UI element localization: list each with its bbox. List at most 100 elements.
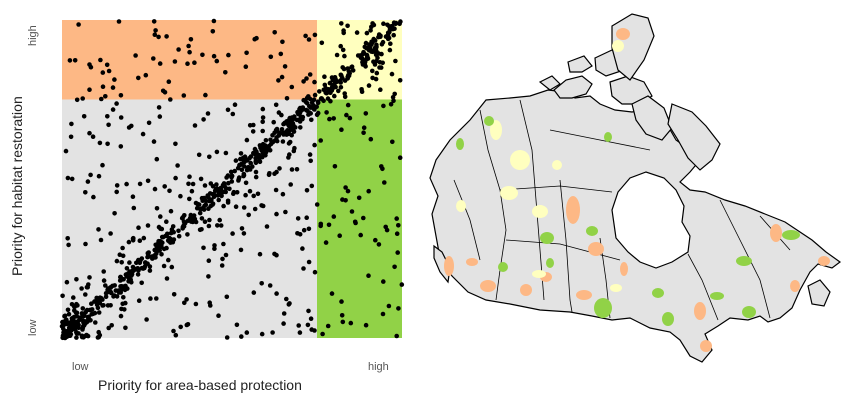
scatter-point (394, 333, 400, 339)
map-patch-high-restoration (576, 290, 592, 300)
scatter-point (108, 285, 113, 290)
scatter-point (315, 99, 321, 104)
arctic-island (631, 95, 673, 141)
scatter-point (391, 32, 397, 38)
scatter-point (101, 278, 107, 283)
scatter-point (234, 190, 240, 195)
scatter-point (236, 177, 241, 182)
scatter-point (241, 231, 247, 236)
scatter-point (298, 125, 303, 130)
scatter-point (221, 241, 226, 247)
scatter-point (96, 310, 102, 315)
scatter-point (223, 186, 229, 191)
scatter-point (176, 47, 181, 52)
scatter-point (219, 263, 225, 268)
scatter-point (239, 334, 244, 339)
scatter-point (376, 34, 381, 40)
scatter-point (259, 281, 265, 286)
scatter-point (144, 317, 149, 322)
arctic-island (553, 75, 593, 99)
scatter-point (189, 214, 195, 220)
scatter-point (297, 330, 303, 335)
scatter-point (164, 34, 169, 39)
scatter-point (169, 264, 175, 270)
scatter-point (322, 74, 327, 79)
scatter-point (181, 223, 187, 228)
scatter-point (381, 103, 386, 109)
scatter-point (118, 313, 124, 319)
scatter-point (86, 315, 91, 321)
map-patch-high-protection (736, 256, 752, 266)
scatter-point (199, 216, 205, 221)
scatter-point (212, 246, 217, 251)
map-patch-high-restoration (444, 256, 454, 276)
scatter-point (98, 295, 104, 301)
scatter-point (382, 180, 387, 185)
scatter-point (156, 105, 162, 110)
scatter-point (80, 96, 85, 101)
map-patch-high-restoration (466, 258, 478, 266)
map-patch-high-both (610, 284, 622, 292)
scatter-point (329, 291, 335, 296)
scatter-point (354, 30, 360, 35)
scatter-point (281, 311, 287, 316)
scatter-point (333, 79, 339, 85)
scatter-point (312, 142, 317, 148)
map-patch-high-both (552, 160, 562, 170)
scatter-point (214, 182, 219, 187)
scatter-point (147, 264, 153, 269)
scatter-point (393, 58, 398, 64)
scatter-point (241, 205, 247, 210)
scatter-point (181, 93, 187, 98)
scatter-point (83, 292, 88, 297)
scatter-point (103, 283, 108, 288)
scatter-point (203, 202, 209, 207)
scatter-point (118, 93, 124, 98)
scatter-point (170, 224, 176, 229)
scatter-point (154, 296, 159, 301)
scatter-point (147, 268, 153, 273)
scatter-point (385, 30, 391, 35)
scatter-point (361, 125, 367, 130)
scatter-point (81, 312, 86, 317)
scatter-point (232, 102, 238, 107)
scatter-point (394, 216, 400, 221)
scatter-point (327, 116, 332, 122)
scatter-point (118, 144, 124, 149)
scatter-point (390, 95, 396, 100)
scatter-point (98, 57, 103, 63)
scatter-point (324, 90, 329, 96)
scatter-point (202, 219, 208, 224)
scatter-point (126, 239, 132, 245)
scatter-point (129, 268, 135, 274)
scatter-point (276, 110, 282, 115)
scatter-point (259, 331, 265, 337)
scatter-point (229, 173, 235, 179)
map-patch-high-both (490, 120, 502, 140)
scatter-point (314, 202, 320, 207)
scatter-point (160, 234, 166, 240)
scatter-point (141, 235, 147, 241)
scatter-point (223, 252, 229, 258)
scatter-point (152, 186, 158, 192)
scatter-point (232, 168, 237, 174)
scatter-point (289, 84, 295, 90)
scatter-point (135, 266, 140, 271)
scatter-point (76, 22, 81, 27)
scatter-point (224, 175, 229, 180)
scatter-point (110, 85, 116, 90)
scatter-point (65, 236, 70, 241)
scatter-point (218, 185, 224, 191)
scatter-point (168, 97, 173, 102)
scatter-point (286, 302, 292, 307)
scatter-point (168, 208, 174, 214)
scatter-point (363, 111, 369, 116)
scatter-point (185, 61, 190, 66)
scatter-point (187, 196, 192, 202)
scatter-point (88, 172, 93, 178)
scatter-point (162, 90, 168, 95)
scatter-point (65, 175, 71, 181)
scatter-point (283, 209, 288, 215)
map-patch-high-restoration (818, 256, 830, 266)
scatter-point (396, 223, 401, 228)
